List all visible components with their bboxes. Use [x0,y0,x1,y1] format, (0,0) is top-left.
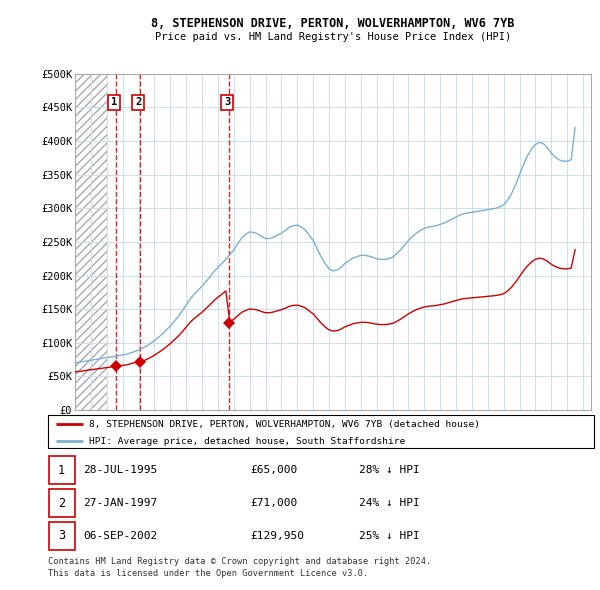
Text: 06-SEP-2002: 06-SEP-2002 [83,531,158,541]
Text: This data is licensed under the Open Government Licence v3.0.: This data is licensed under the Open Gov… [48,569,368,578]
Bar [49,522,75,550]
Text: Price paid vs. HM Land Registry's House Price Index (HPI): Price paid vs. HM Land Registry's House … [155,32,511,41]
Text: 24% ↓ HPI: 24% ↓ HPI [359,498,420,508]
Text: £65,000: £65,000 [250,466,297,476]
Bar [49,489,75,517]
Text: 3: 3 [58,529,65,542]
Text: 25% ↓ HPI: 25% ↓ HPI [359,531,420,541]
Text: 2: 2 [135,97,141,107]
Text: HPI: Average price, detached house, South Staffordshire: HPI: Average price, detached house, Sout… [89,437,405,445]
Text: 1: 1 [58,464,65,477]
Text: £71,000: £71,000 [250,498,297,508]
Text: 3: 3 [224,97,230,107]
Text: Contains HM Land Registry data © Crown copyright and database right 2024.: Contains HM Land Registry data © Crown c… [48,557,431,566]
Text: 27-JAN-1997: 27-JAN-1997 [83,498,158,508]
Text: £129,950: £129,950 [250,531,304,541]
Text: 28-JUL-1995: 28-JUL-1995 [83,466,158,476]
Text: 8, STEPHENSON DRIVE, PERTON, WOLVERHAMPTON, WV6 7YB: 8, STEPHENSON DRIVE, PERTON, WOLVERHAMPT… [151,17,515,30]
Text: 1: 1 [111,97,118,107]
Text: 2: 2 [58,497,65,510]
Bar [75,74,107,410]
Text: 28% ↓ HPI: 28% ↓ HPI [359,466,420,476]
Bar [49,457,75,484]
Text: 8, STEPHENSON DRIVE, PERTON, WOLVERHAMPTON, WV6 7YB (detached house): 8, STEPHENSON DRIVE, PERTON, WOLVERHAMPT… [89,419,480,429]
